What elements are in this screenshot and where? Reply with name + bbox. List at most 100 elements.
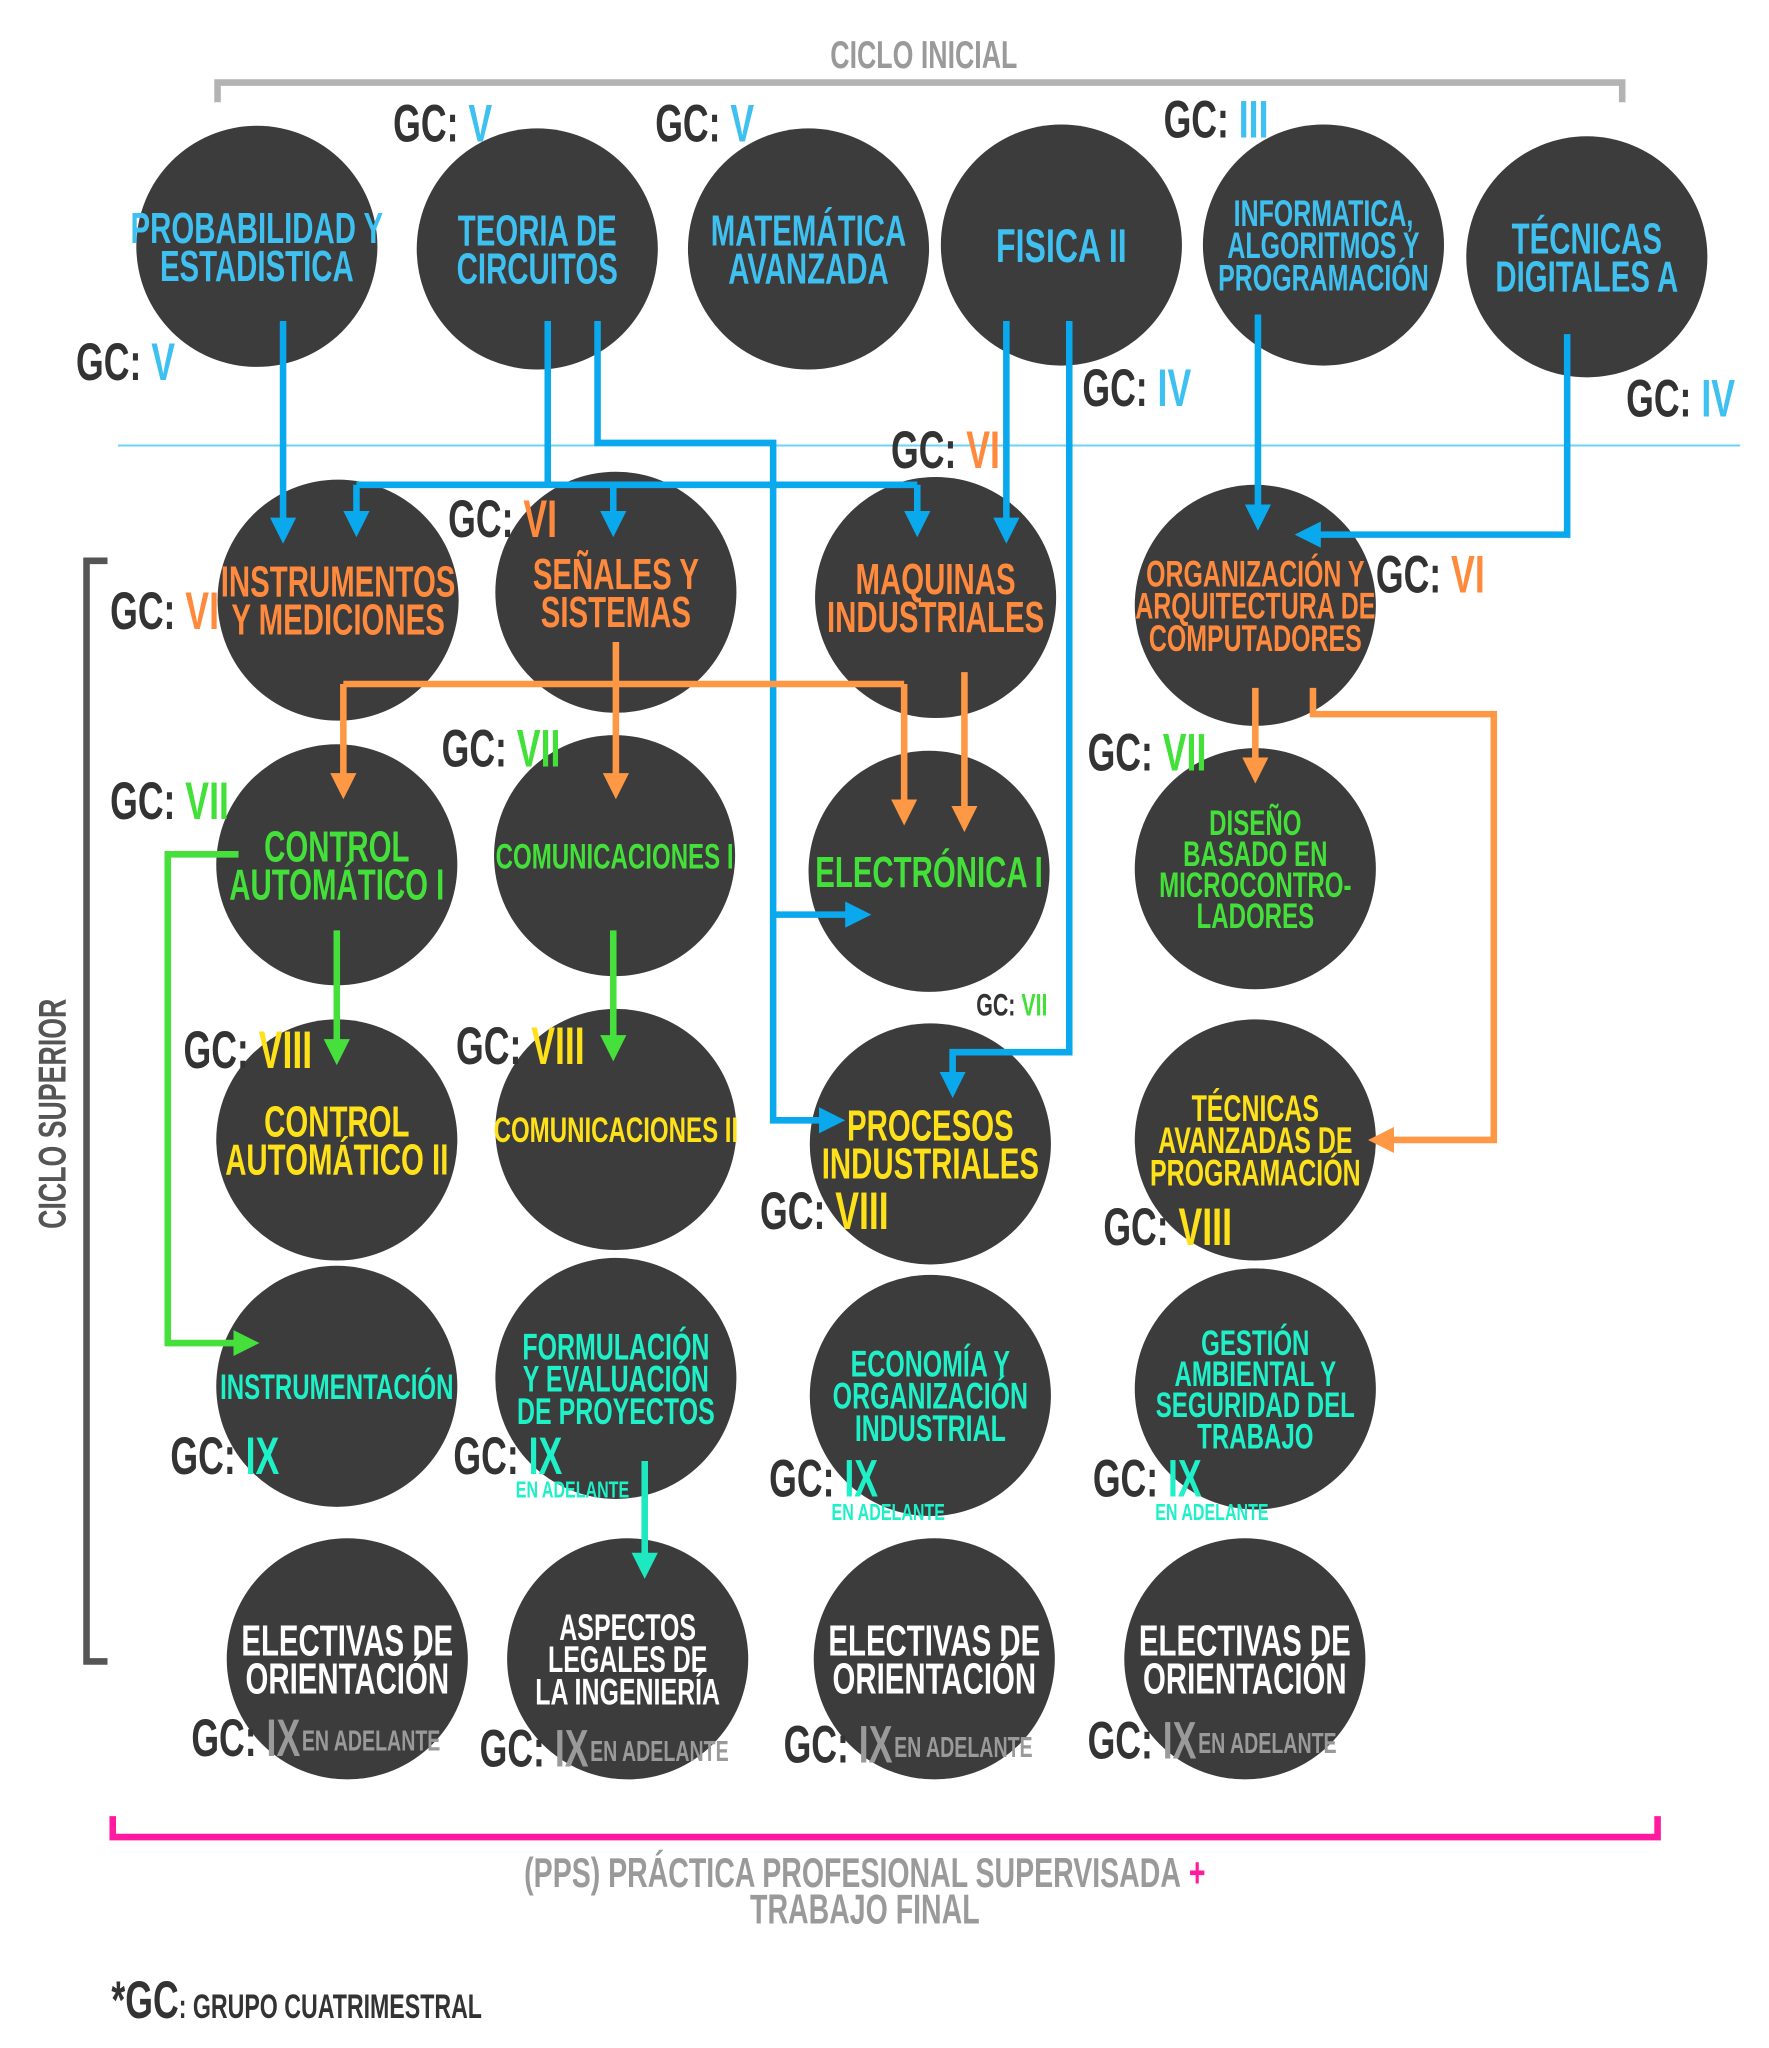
gc-value: VII <box>185 772 229 830</box>
gc-value: IX <box>555 1720 589 1778</box>
course-title-line: ORIENTACIÓN <box>832 1654 1036 1703</box>
gc-prefix: GC: <box>784 1716 859 1774</box>
arrow-teoria-to-procesos <box>594 321 846 1134</box>
svg-text:GC: VIII: GC: VIII <box>760 1182 889 1240</box>
course-title-line: INSTRUMENTACIÓN <box>220 1367 453 1407</box>
gc-prefix: GC: <box>1164 91 1239 149</box>
svg-text:GC: IX: GC: IX <box>170 1427 279 1485</box>
course-title-line: TRABAJO <box>1197 1418 1313 1457</box>
course-title-line: INFORMATICA, <box>1234 193 1414 234</box>
course-title-line: ELECTIVAS DE <box>828 1617 1040 1665</box>
svg-text:GC: VII: GC: VII <box>110 772 229 830</box>
svg-text:GC: VI: GC: VI <box>448 490 557 548</box>
gc-value: V <box>468 95 492 153</box>
course-circle <box>495 1257 737 1499</box>
course-title-line: SEÑALES Y <box>533 549 699 598</box>
gc-value: III <box>1239 91 1269 149</box>
gc-value: IX <box>859 1716 893 1774</box>
en-adelante-label: EN ADELANTE <box>302 1726 441 1758</box>
svg-text:GC: VII: GC: VII <box>442 720 561 778</box>
course-circle <box>495 471 737 713</box>
gc-prefix: GC: <box>480 1720 555 1778</box>
course-circle <box>1134 748 1376 990</box>
arrow-tecnicas-to-organizacion <box>1294 334 1571 548</box>
svg-text:GC: VII: GC: VII <box>976 987 1047 1022</box>
course-title-line: DIGITALES A <box>1495 253 1678 301</box>
gc-prefix: GC: <box>976 987 1021 1022</box>
course-title-line: TÉCNICAS <box>1512 215 1662 263</box>
gc-prefix: GC: <box>393 95 468 153</box>
gc-value: VI <box>966 421 1000 479</box>
svg-text:GC: IX: GC: IX <box>453 1427 562 1485</box>
course-title-line: PROBABILIDAD Y <box>131 204 384 252</box>
gc-prefix: GC: <box>891 421 966 479</box>
trabajo-final-label: TRABAJO FINAL <box>750 1886 980 1933</box>
course-circle <box>809 1023 1051 1265</box>
svg-text:GC: IX: GC: IX <box>784 1716 893 1774</box>
gc-prefix: GC: <box>1626 370 1701 428</box>
svg-text:GC: VIII: GC: VIII <box>456 1017 585 1075</box>
gc-label: GC: VI <box>1376 545 1485 603</box>
gc-label: GC: V <box>76 333 175 391</box>
svg-text:GC: VIII: GC: VIII <box>183 1021 312 1079</box>
gc-value: IX <box>267 1709 301 1767</box>
svg-text:GC: IX: GC: IX <box>191 1709 300 1767</box>
course-title-line: COMUNICACIONES II <box>494 1112 739 1151</box>
gc-label: GC: V <box>655 95 754 153</box>
gc-value: IX <box>529 1427 563 1485</box>
gc-prefix: GC: <box>170 1427 245 1485</box>
gc-label: GC: VII <box>110 772 229 830</box>
course-circle <box>494 735 736 977</box>
course-title-line: INSTRUMENTOS <box>221 558 456 606</box>
course-circle <box>1202 124 1444 366</box>
course-title-line: INDUSTRIALES <box>822 1140 1039 1188</box>
en-adelante-label: EN ADELANTE <box>516 1478 629 1504</box>
svg-text:GC: IX: GC: IX <box>1088 1712 1197 1770</box>
gc-value: IV <box>1701 370 1735 428</box>
course-title-line: MATEMÁTICA <box>711 207 906 255</box>
course-circle <box>495 1008 737 1251</box>
gc-label: GC: VIII <box>760 1182 889 1240</box>
gc-prefix: GC: <box>1088 1712 1163 1770</box>
course-title-line: AUTOMÁTICO I <box>229 861 444 909</box>
course-title-line: ASPECTOS <box>559 1607 696 1648</box>
gc-value: VIII <box>835 1182 888 1240</box>
gc-prefix: GC: <box>769 1450 844 1508</box>
pps-bracket <box>109 1816 1661 1841</box>
course-title-line: AMBIENTAL Y <box>1174 1356 1336 1395</box>
course-title-line: SISTEMAS <box>541 588 691 636</box>
gc-value: VII <box>1163 724 1207 782</box>
gc-prefix: GC: <box>453 1427 528 1485</box>
svg-text:GC: IX: GC: IX <box>1093 1450 1202 1508</box>
svg-text:GC: VI: GC: VI <box>1376 545 1485 603</box>
svg-text:GC: VIII: GC: VIII <box>1103 1198 1232 1256</box>
course-title-line: ORIENTACIÓN <box>245 1654 449 1703</box>
course-title-line: ELECTIVAS DE <box>1139 1617 1351 1665</box>
gc-label: GC: VIII <box>1103 1198 1232 1256</box>
course-circle <box>808 750 1050 992</box>
svg-text:GC: III: GC: III <box>1164 91 1269 149</box>
course-title-line: Y MEDICIONES <box>231 596 444 644</box>
course-title-line: PROGRAMACIÓN <box>1150 1152 1361 1194</box>
gc-value: VI <box>1451 545 1485 603</box>
ciclo-inicial-bracket <box>214 79 1626 103</box>
course-title-line: PROGRAMACIÓN <box>1218 257 1429 299</box>
course-title-line: ORIENTACIÓN <box>1143 1654 1347 1703</box>
svg-text:GC: IV: GC: IV <box>1626 370 1735 428</box>
gc-label: GC: VIII <box>456 1017 585 1075</box>
gc-label: GC: IV <box>1626 370 1735 428</box>
course-circle <box>216 1265 458 1507</box>
gc-prefix: GC: <box>760 1182 835 1240</box>
arrow-organizacion-to-tecnicas-avanzadas <box>1309 687 1498 1154</box>
course-title-line: SEGURIDAD DEL <box>1156 1387 1355 1426</box>
course-title-line: DE PROYECTOS <box>517 1391 715 1432</box>
svg-text:GC: V: GC: V <box>655 95 754 153</box>
course-circle <box>136 125 378 367</box>
arrow-fisica-to-procesos <box>939 321 1073 1099</box>
